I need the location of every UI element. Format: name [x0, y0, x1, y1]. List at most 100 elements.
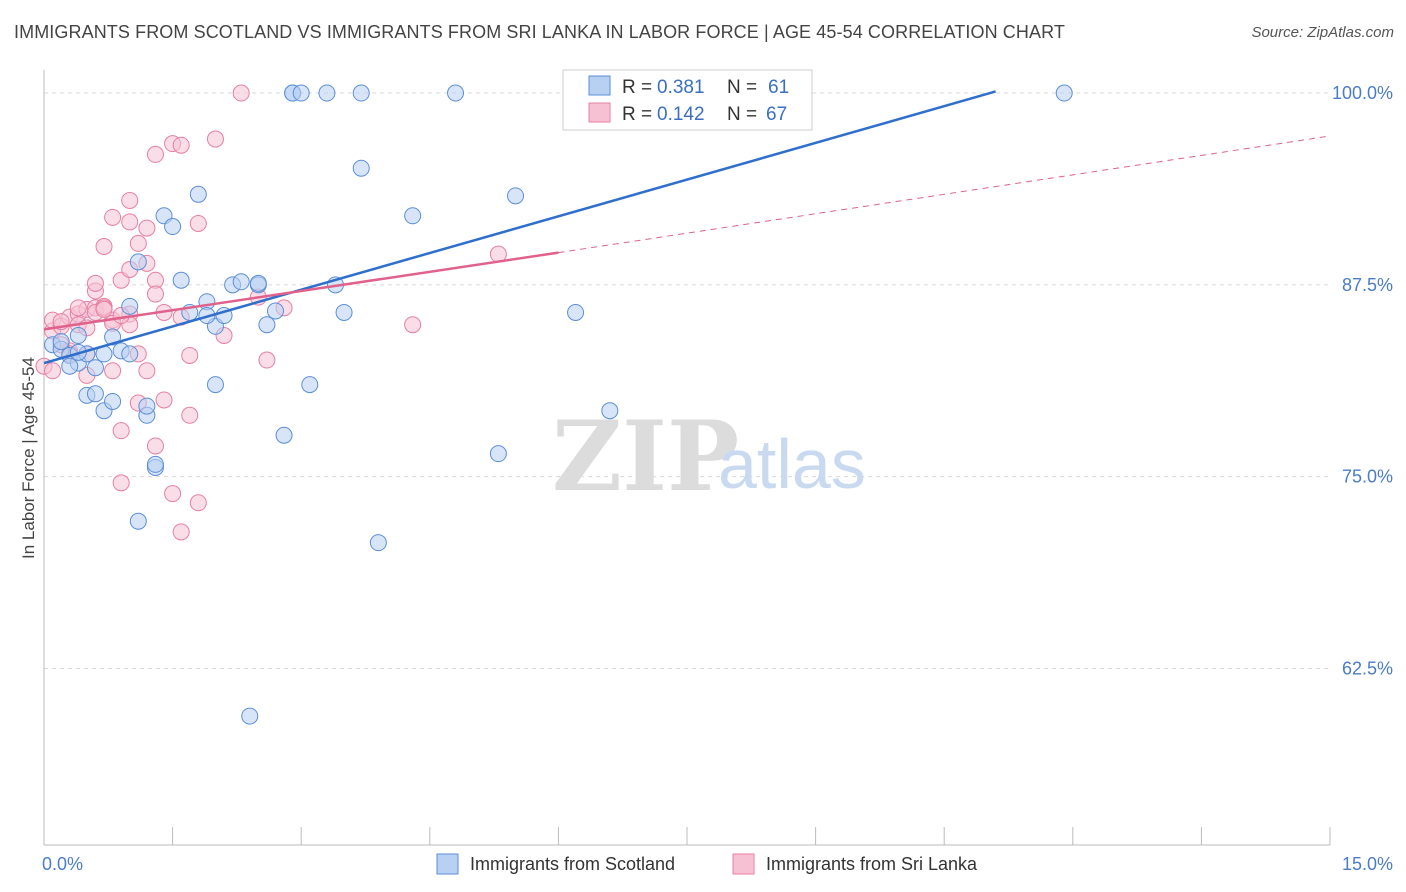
scotland-point-39 — [335, 303, 353, 321]
bottom-legend-swatch-srilanka — [732, 853, 755, 875]
y-tick-label-0: 62.5% — [1342, 659, 1393, 679]
scotland-point-54 — [86, 359, 104, 377]
srilanka-point-17 — [95, 237, 113, 255]
scotland-point-8 — [104, 392, 122, 410]
bottom-legend-swatch-scotland — [436, 853, 459, 875]
scotland-point-18 — [164, 218, 182, 236]
y-tick-label-2: 87.5% — [1342, 275, 1393, 295]
scotland-point-47 — [567, 303, 585, 321]
scotland-point-21 — [189, 185, 207, 203]
scotland-trend-line — [43, 90, 996, 365]
srilanka-point-51 — [189, 494, 207, 512]
y-axis-label: In Labor Force | Age 45-54 — [19, 357, 38, 559]
legend-r-value-srilanka: 0.142 — [657, 104, 705, 125]
scotland-point-30 — [258, 316, 276, 334]
srilanka-point-26 — [121, 191, 139, 209]
scotland-point-6 — [86, 385, 104, 403]
scotland-point-42 — [369, 534, 387, 552]
watermark: ZIP atlas — [552, 400, 866, 513]
scotland-point-56 — [138, 397, 156, 415]
srilanka-point-60 — [44, 362, 62, 380]
y-tick-label-3: 100.0% — [1332, 83, 1393, 103]
x-ticks — [43, 827, 1331, 845]
srilanka-point-52 — [206, 130, 224, 148]
srilanka-point-50 — [189, 214, 207, 232]
bottom-legend-label-srilanka: Immigrants from Sri Lanka — [766, 854, 978, 874]
bottom-legend: Immigrants from Scotland Immigrants from… — [436, 853, 978, 875]
srilanka-point-44 — [164, 485, 182, 503]
scotland-point-46 — [507, 187, 525, 205]
scotland-point-43 — [404, 207, 422, 225]
scotland-point-51 — [52, 333, 70, 351]
srilanka-point-45 — [172, 523, 190, 541]
source-label: Source: ZipAtlas.com — [1251, 24, 1394, 41]
x-tick-label-left: 0.0% — [42, 854, 83, 874]
srilanka-point-56 — [258, 351, 276, 369]
legend-r-value-scotland: 0.381 — [657, 77, 705, 98]
legend-n-value-scotland: 61 — [768, 77, 789, 98]
scotland-point-11 — [104, 328, 122, 346]
scotland-point-31 — [266, 302, 284, 320]
scotland-point-27 — [232, 273, 250, 291]
srilanka-point-24 — [112, 474, 130, 492]
scotland-point-60 — [249, 274, 267, 292]
scotland-point-41 — [352, 159, 370, 177]
scotland-point-23 — [206, 376, 224, 394]
srilanka-point-41 — [155, 391, 173, 409]
scotland-point-19 — [172, 271, 190, 289]
srilanka-trend-extension — [558, 135, 1331, 254]
legend-swatch-scotland — [588, 75, 611, 96]
legend-n-label-scotland: N = — [727, 77, 757, 98]
srilanka-point-40 — [146, 285, 164, 303]
srilanka-point-15 — [86, 274, 104, 292]
srilanka-point-49 — [181, 406, 199, 424]
legend-n-label-srilanka: N = — [727, 104, 757, 125]
y-tick-label-1: 75.0% — [1342, 467, 1393, 487]
scotland-point-44 — [447, 84, 465, 102]
x-tick-label-right: 15.0% — [1342, 854, 1393, 874]
scotland-point-37 — [301, 376, 319, 394]
srilanka-point-48 — [181, 346, 199, 364]
scotland-point-35 — [292, 84, 310, 102]
scotland-points — [44, 84, 1073, 725]
srilanka-point-54 — [232, 84, 250, 102]
legend-n-value-srilanka: 67 — [766, 104, 787, 125]
scotland-point-16 — [129, 512, 147, 530]
trend-lines — [43, 90, 1331, 365]
scotland-point-32 — [275, 426, 293, 444]
srilanka-point-36 — [138, 362, 156, 380]
srilanka-point-38 — [146, 437, 164, 455]
scotland-point-15 — [146, 455, 164, 473]
srilanka-point-31 — [129, 234, 147, 252]
srilanka-point-65 — [95, 300, 113, 318]
srilanka-point-27 — [121, 213, 139, 231]
srilanka-point-63 — [69, 299, 87, 317]
srilanka-point-46 — [172, 136, 190, 154]
watermark-atlas: atlas — [718, 425, 866, 503]
scotland-point-50 — [1055, 84, 1073, 102]
scotland-point-29 — [241, 707, 259, 725]
chart-title: IMMIGRANTS FROM SCOTLAND VS IMMIGRANTS F… — [14, 22, 1065, 42]
scotland-point-55 — [121, 345, 139, 363]
scotland-point-10 — [121, 297, 139, 315]
srilanka-point-21 — [104, 362, 122, 380]
srilanka-point-23 — [112, 422, 130, 440]
scotland-point-45 — [489, 445, 507, 463]
scotland-point-49 — [601, 402, 619, 420]
srilanka-point-19 — [104, 208, 122, 226]
scotland-point-52 — [61, 357, 79, 375]
bottom-legend-label-scotland: Immigrants from Scotland — [470, 854, 675, 874]
legend-r-label-scotland: R = — [622, 77, 652, 98]
stats-legend: R = 0.381 N = 61 R = 0.142 N = 67 — [562, 69, 813, 131]
scotland-point-12 — [129, 253, 147, 271]
scotland-point-40 — [352, 84, 370, 102]
srilanka-point-34 — [138, 219, 156, 237]
srilanka-point-37 — [146, 145, 164, 163]
scotland-point-36 — [318, 84, 336, 102]
srilanka-trend-line — [43, 251, 559, 331]
srilanka-point-58 — [404, 316, 422, 334]
scotland-point-57 — [69, 326, 87, 344]
legend-r-label-srilanka: R = — [622, 104, 652, 125]
legend-swatch-srilanka — [588, 102, 611, 123]
